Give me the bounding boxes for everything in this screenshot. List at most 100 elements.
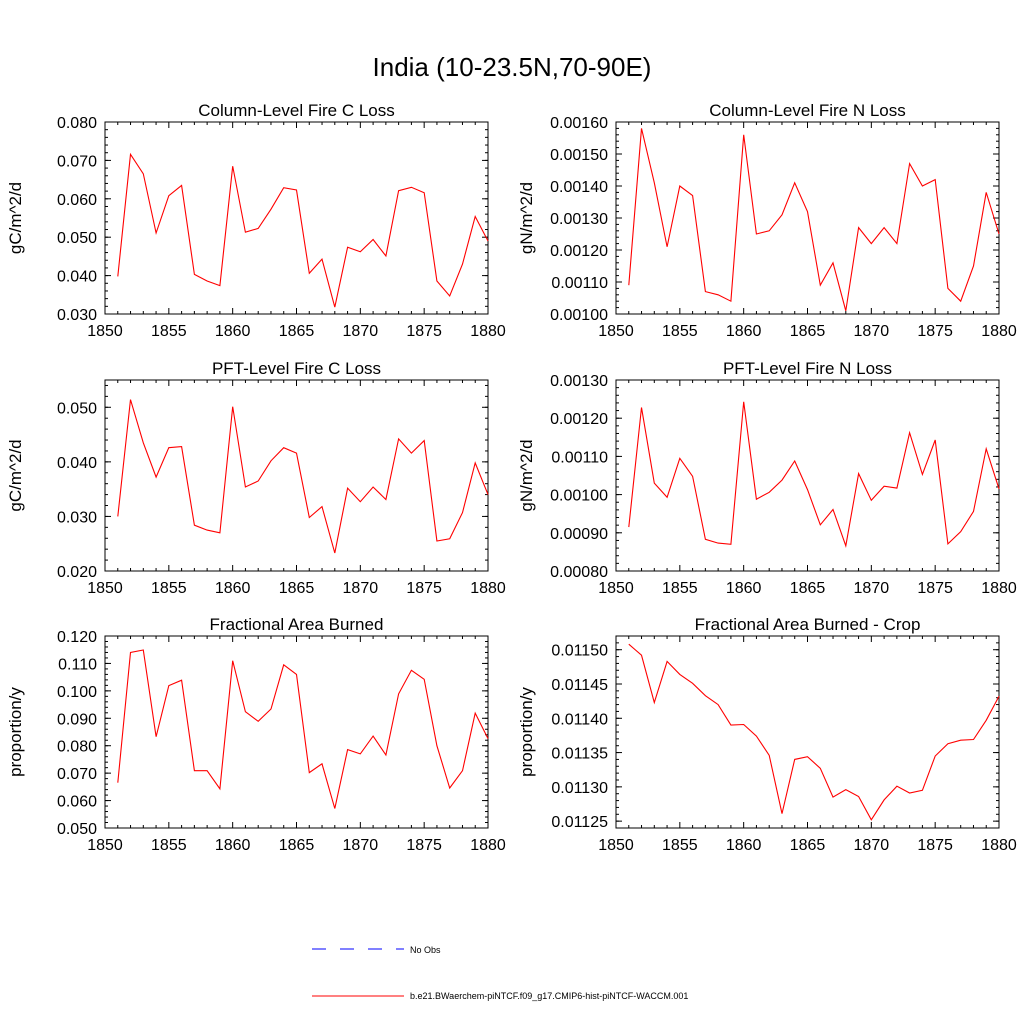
series-line	[117, 152, 489, 308]
y-tick-label: 0.050	[57, 230, 97, 247]
legend: No Obs b.e21.BWaerchem-piNTCF.f09_g17.CM…	[312, 945, 688, 1001]
legend-model-label: b.e21.BWaerchem-piNTCF.f09_g17.CMIP6-his…	[410, 991, 688, 1001]
y-tick-label: 0.120	[57, 629, 97, 646]
y-tick-label: 0.100	[57, 684, 97, 701]
y-tick-label: 0.00110	[551, 449, 608, 466]
panels: Column-Level Fire C Loss 1850 1855 1860 1865…	[6, 101, 1017, 854]
x-tick-label: 1860	[215, 837, 251, 854]
x-tick-label: 1870	[854, 580, 890, 597]
y-tick-label: 0.01150	[551, 643, 608, 660]
x-tick-label: 1865	[279, 323, 315, 340]
panel-title: Fractional Area Burned	[210, 615, 384, 634]
x-tick-label: 1860	[726, 323, 762, 340]
x-tick-label: 1870	[854, 323, 890, 340]
plot-frame	[615, 635, 1000, 829]
panel-title: Column-Level Fire C Loss	[198, 101, 395, 120]
x-tick-label: 1865	[279, 580, 315, 597]
series-line	[628, 128, 1000, 311]
x-tick-label: 1875	[917, 837, 953, 854]
x-tick-label: 1850	[598, 323, 634, 340]
chart-panel-1: Column-Level Fire C Loss 1850 1855 1860 1865…	[6, 101, 506, 340]
y-tick-label: 0.01130	[551, 780, 608, 797]
y-tick-label: 0.080	[57, 115, 97, 132]
y-tick-label: 0.050	[57, 400, 97, 417]
x-tick-label: 1880	[470, 323, 506, 340]
x-tick-label: 1850	[87, 837, 123, 854]
y-tick-label: 0.00100	[550, 488, 608, 505]
y-tick-label: 0.00160	[550, 115, 608, 132]
chart-panel-3: PFT-Level Fire C Loss 1850 1855 1860 1865 187…	[6, 359, 506, 597]
y-axis-label: proportion/y	[517, 687, 536, 777]
x-tick-label: 1865	[279, 837, 315, 854]
y-tick-label: 0.01145	[551, 677, 608, 694]
y-tick-label: 0.00080	[550, 564, 608, 581]
y-tick-label: 0.070	[57, 766, 97, 783]
x-tick-label: 1855	[662, 580, 698, 597]
figure-title: India (10-23.5N,70-90E)	[373, 52, 652, 82]
y-tick-label: 0.01140	[551, 711, 608, 728]
x-tick-label: 1860	[726, 837, 762, 854]
legend-obs-label: No Obs	[410, 945, 441, 955]
y-tick-label: 0.00100	[550, 307, 608, 324]
y-tick-label: 0.060	[57, 192, 97, 209]
y-tick-label: 0.00120	[550, 411, 608, 428]
y-tick-label: 0.01135	[551, 746, 608, 763]
y-tick-label: 0.00110	[551, 275, 608, 292]
x-tick-label: 1875	[406, 323, 442, 340]
x-tick-label: 1855	[151, 837, 187, 854]
x-tick-label: 1865	[790, 580, 826, 597]
y-tick-label: 0.00130	[550, 373, 608, 390]
y-tick-label: 0.080	[57, 739, 97, 756]
y-tick-label: 0.110	[58, 656, 97, 673]
y-axis-label: gN/m^2/d	[517, 439, 536, 511]
series-line	[628, 401, 1000, 548]
chart-panel-2: Column-Level Fire N Loss 1850 1855 1860 1865…	[517, 101, 1017, 340]
y-tick-label: 0.00140	[550, 179, 608, 196]
x-tick-label: 1880	[981, 323, 1017, 340]
y-tick-label: 0.050	[57, 821, 97, 838]
x-tick-label: 1875	[406, 837, 442, 854]
x-tick-label: 1855	[151, 580, 187, 597]
series-line	[117, 649, 489, 809]
x-tick-label: 1860	[215, 323, 251, 340]
x-tick-label: 1855	[662, 323, 698, 340]
x-tick-label: 1855	[662, 837, 698, 854]
panel-title: PFT-Level Fire N Loss	[723, 359, 892, 378]
plot-frame	[104, 121, 489, 315]
y-tick-label: 0.060	[57, 794, 97, 811]
y-tick-label: 0.070	[57, 153, 97, 170]
x-tick-label: 1880	[470, 580, 506, 597]
x-tick-label: 1875	[917, 323, 953, 340]
x-tick-label: 1880	[470, 837, 506, 854]
x-tick-label: 1870	[343, 580, 379, 597]
y-tick-label: 0.040	[57, 269, 97, 286]
y-tick-label: 0.030	[57, 509, 97, 526]
y-tick-label: 0.00130	[550, 211, 608, 228]
y-axis-label: gC/m^2/d	[6, 439, 25, 511]
x-tick-label: 1870	[343, 837, 379, 854]
x-tick-label: 1865	[790, 837, 826, 854]
x-tick-label: 1850	[598, 837, 634, 854]
x-tick-label: 1870	[343, 323, 379, 340]
panel-title: PFT-Level Fire C Loss	[212, 359, 381, 378]
panel-title: Column-Level Fire N Loss	[709, 101, 906, 120]
x-tick-label: 1875	[406, 580, 442, 597]
x-tick-label: 1875	[917, 580, 953, 597]
x-tick-label: 1870	[854, 837, 890, 854]
x-tick-label: 1865	[790, 323, 826, 340]
y-axis-label: gC/m^2/d	[6, 182, 25, 254]
chart-panel-5: Fractional Area Burned 1850 1855 1860 1865 18…	[6, 615, 506, 854]
chart-panel-6: Fractional Area Burned - Crop 1850 1855 186…	[517, 615, 1017, 854]
series-line	[628, 643, 1000, 821]
plot-frame	[104, 635, 489, 829]
y-tick-label: 0.040	[57, 455, 97, 472]
x-tick-label: 1850	[598, 580, 634, 597]
chart-panel-4: PFT-Level Fire N Loss 1850 1855 1860 1865 187…	[517, 359, 1017, 597]
y-tick-label: 0.00120	[550, 243, 608, 260]
plot-frame	[615, 379, 1000, 572]
x-tick-label: 1850	[87, 323, 123, 340]
x-tick-label: 1880	[981, 580, 1017, 597]
y-tick-label: 0.00090	[550, 526, 608, 543]
x-tick-label: 1860	[726, 580, 762, 597]
